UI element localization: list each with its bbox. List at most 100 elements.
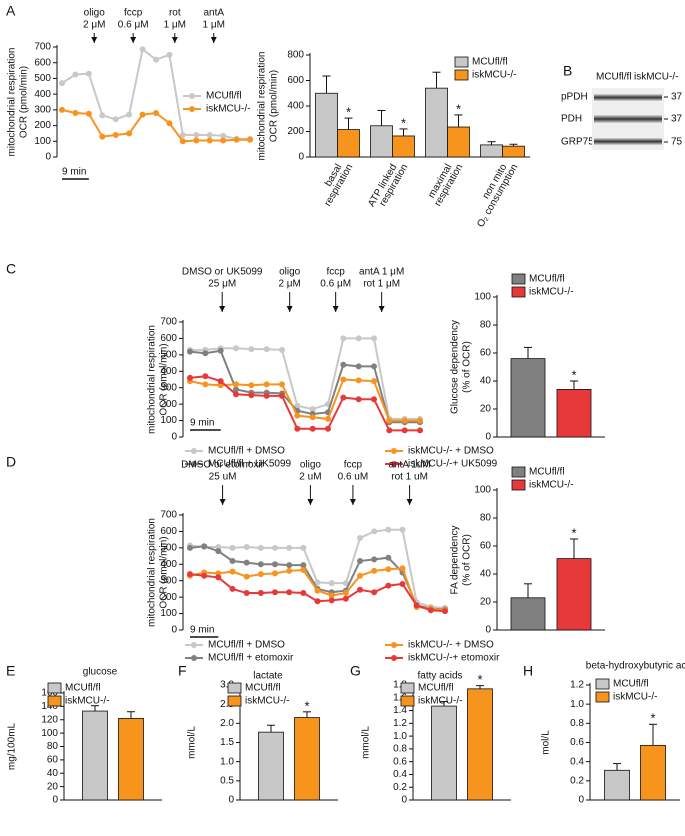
data-point bbox=[263, 381, 270, 388]
legend-swatch bbox=[47, 695, 62, 707]
data-point bbox=[385, 526, 392, 533]
legend-marker bbox=[189, 106, 195, 112]
y-tick-label: 0 bbox=[578, 795, 584, 806]
arrow-head bbox=[219, 499, 226, 505]
y-tick-label: 200 bbox=[287, 126, 304, 137]
arrow-head bbox=[307, 499, 314, 505]
arrow-head bbox=[378, 306, 385, 312]
data-point bbox=[357, 586, 363, 593]
data-point bbox=[202, 350, 209, 357]
data-point bbox=[166, 120, 173, 127]
data-point bbox=[243, 590, 250, 597]
legend-label: iskMCU-/- bbox=[529, 287, 573, 298]
y-tick-label: 400 bbox=[287, 101, 304, 112]
data-point bbox=[193, 132, 200, 138]
panel-label: F bbox=[178, 663, 187, 679]
legend-label: MCUfl/fl + DMSO bbox=[208, 446, 285, 457]
y-tick-label: 600 bbox=[287, 75, 304, 86]
group-label: MCUfl/fl bbox=[596, 72, 632, 83]
data-point bbox=[386, 427, 393, 434]
bar bbox=[294, 717, 320, 801]
y-tick-label: 100 bbox=[160, 415, 177, 426]
data-point bbox=[263, 392, 270, 399]
y-tick-label: 20 bbox=[480, 597, 492, 608]
bar bbox=[467, 688, 493, 801]
y-tick-label: 600 bbox=[160, 333, 177, 344]
data-point bbox=[328, 580, 335, 587]
y-tick-label: 0 bbox=[401, 795, 407, 806]
y-axis-label: mol/L bbox=[541, 730, 552, 755]
data-point bbox=[314, 587, 321, 594]
data-point bbox=[340, 335, 347, 342]
series-line bbox=[190, 337, 420, 420]
data-point bbox=[309, 425, 316, 432]
data-point bbox=[248, 392, 255, 399]
data-point bbox=[371, 335, 377, 342]
data-point bbox=[294, 412, 301, 419]
series-line bbox=[189, 349, 420, 424]
data-point bbox=[59, 106, 65, 113]
legend-label: MCUfl/fl + DMSO bbox=[208, 640, 285, 651]
y-axis-label: OCR (pmol/min) bbox=[159, 343, 170, 415]
y-tick-label: 100 bbox=[474, 485, 491, 496]
arrow-head bbox=[286, 306, 293, 312]
bar bbox=[337, 129, 360, 158]
data-point bbox=[263, 346, 270, 353]
significance-label: * bbox=[571, 367, 576, 382]
data-point bbox=[206, 132, 213, 138]
legend-label: iskMCU-/- + DMSO bbox=[408, 640, 494, 651]
blot-band bbox=[594, 94, 662, 101]
data-point bbox=[193, 137, 200, 144]
data-point bbox=[385, 566, 392, 573]
data-point bbox=[279, 346, 285, 353]
y-tick-label: 1.5 bbox=[220, 737, 234, 748]
data-point bbox=[243, 573, 250, 580]
data-point bbox=[217, 382, 224, 389]
bar bbox=[502, 145, 525, 158]
y-tick-label: 40 bbox=[47, 768, 59, 779]
annotation: 0.6 uM bbox=[338, 472, 369, 483]
data-point bbox=[206, 137, 213, 144]
y-tick-label: 100 bbox=[41, 728, 58, 739]
y-tick-label: 3.0 bbox=[220, 680, 234, 691]
bar bbox=[447, 126, 470, 158]
y-tick-label: 1.6 bbox=[393, 692, 407, 703]
data-point bbox=[201, 572, 208, 579]
y-tick-label: 500 bbox=[34, 73, 51, 84]
data-point bbox=[201, 543, 208, 550]
data-point bbox=[233, 136, 240, 143]
y-tick-label: 400 bbox=[160, 559, 177, 570]
y-tick-label: 1.4 bbox=[393, 705, 407, 716]
data-point bbox=[328, 592, 335, 599]
data-point bbox=[355, 377, 362, 384]
blot-band bbox=[594, 115, 662, 123]
y-tick-label: 80 bbox=[480, 513, 492, 524]
arrow-head bbox=[219, 306, 226, 312]
legend-label: iskMCU-/- bbox=[418, 696, 462, 707]
data-point bbox=[286, 567, 293, 574]
data-point bbox=[342, 580, 349, 587]
data-point bbox=[202, 381, 209, 388]
marker-label: 37 bbox=[671, 92, 683, 103]
legend-marker bbox=[391, 461, 397, 467]
y-tick-label: 20 bbox=[47, 781, 59, 792]
y-tick-label: 0.2 bbox=[570, 775, 584, 786]
data-point bbox=[314, 598, 321, 605]
data-point bbox=[427, 607, 434, 614]
data-point bbox=[85, 110, 92, 117]
data-point bbox=[257, 571, 264, 578]
legend-label: iskMCU-/- bbox=[529, 480, 573, 491]
y-tick-label: 0.8 bbox=[570, 718, 584, 729]
row-label: pPDH bbox=[561, 92, 588, 103]
data-point bbox=[229, 558, 236, 564]
data-point bbox=[112, 132, 119, 138]
series-line bbox=[189, 375, 420, 432]
legend-label: iskMCU-/-+ etomoxir bbox=[408, 653, 500, 664]
legend-label: MCUfl/fl bbox=[65, 683, 101, 694]
data-point bbox=[187, 348, 193, 355]
data-point bbox=[309, 406, 316, 413]
y-tick-label: 0 bbox=[485, 625, 491, 636]
significance-label: * bbox=[304, 698, 309, 713]
legend-label: iskMCU-/- bbox=[245, 696, 289, 707]
y-axis-label: mitochondrial respiration bbox=[147, 518, 158, 627]
